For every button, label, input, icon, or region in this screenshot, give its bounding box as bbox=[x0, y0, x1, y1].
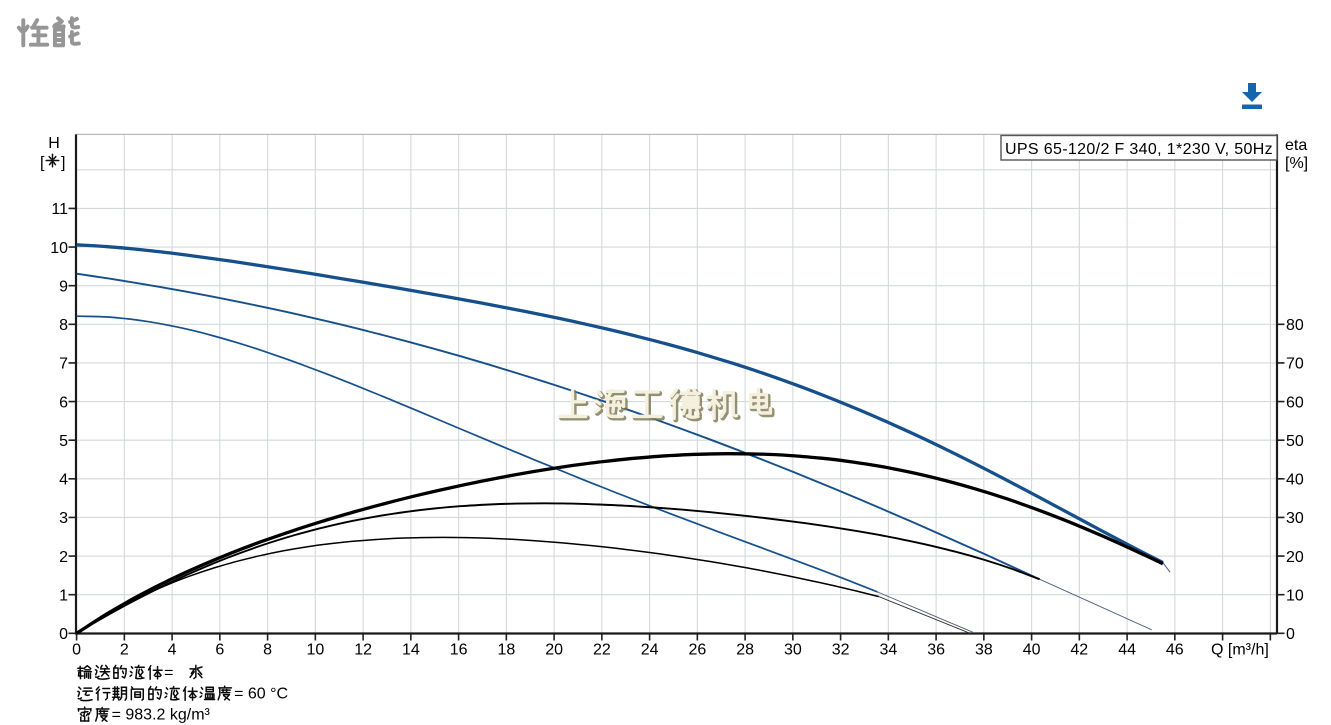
svg-text:80: 80 bbox=[1286, 317, 1304, 334]
svg-text:11: 11 bbox=[51, 201, 68, 218]
svg-text:2: 2 bbox=[120, 642, 129, 659]
svg-text:3: 3 bbox=[59, 510, 68, 527]
svg-text:18: 18 bbox=[498, 642, 516, 659]
svg-text:4: 4 bbox=[168, 642, 177, 659]
svg-text:0: 0 bbox=[1286, 626, 1295, 643]
svg-text:1: 1 bbox=[59, 587, 68, 604]
svg-text:26: 26 bbox=[689, 642, 707, 659]
svg-text:40: 40 bbox=[1286, 472, 1304, 489]
svg-text:12: 12 bbox=[354, 642, 372, 659]
svg-text:[: [ bbox=[40, 155, 45, 172]
svg-text:9: 9 bbox=[59, 278, 68, 295]
svg-text:38: 38 bbox=[975, 642, 993, 659]
svg-text:70: 70 bbox=[1286, 356, 1304, 373]
svg-text:44: 44 bbox=[1118, 642, 1136, 659]
svg-text:20: 20 bbox=[1286, 549, 1304, 566]
svg-text:46: 46 bbox=[1166, 642, 1184, 659]
svg-text:28: 28 bbox=[736, 642, 754, 659]
svg-text:0: 0 bbox=[72, 642, 81, 659]
svg-text:0: 0 bbox=[59, 626, 68, 643]
svg-text:4: 4 bbox=[59, 472, 68, 489]
svg-text:Q [m³/h]: Q [m³/h] bbox=[1211, 642, 1269, 659]
svg-text:= 983.2 kg/m³: = 983.2 kg/m³ bbox=[112, 707, 211, 724]
svg-text:10: 10 bbox=[307, 642, 325, 659]
svg-text:6: 6 bbox=[59, 394, 68, 411]
svg-text:30: 30 bbox=[784, 642, 802, 659]
svg-text:40: 40 bbox=[1023, 642, 1041, 659]
svg-text:7: 7 bbox=[59, 356, 68, 373]
svg-text:42: 42 bbox=[1070, 642, 1088, 659]
svg-text:5: 5 bbox=[59, 433, 68, 450]
svg-text:24: 24 bbox=[641, 642, 659, 659]
svg-text:]: ] bbox=[61, 155, 65, 172]
svg-text:20: 20 bbox=[545, 642, 563, 659]
svg-text:16: 16 bbox=[450, 642, 468, 659]
svg-text:[%]: [%] bbox=[1285, 155, 1308, 172]
svg-text:10: 10 bbox=[1286, 587, 1304, 604]
svg-text:22: 22 bbox=[593, 642, 611, 659]
svg-text:eta: eta bbox=[1285, 137, 1307, 154]
svg-text:H: H bbox=[48, 135, 60, 152]
svg-text:8: 8 bbox=[59, 317, 68, 334]
svg-text:50: 50 bbox=[1286, 433, 1304, 450]
svg-text:14: 14 bbox=[402, 642, 420, 659]
svg-text:30: 30 bbox=[1286, 510, 1304, 527]
svg-text:60: 60 bbox=[1286, 394, 1304, 411]
svg-text:36: 36 bbox=[927, 642, 945, 659]
svg-text:2: 2 bbox=[59, 549, 68, 566]
svg-text:8: 8 bbox=[263, 642, 272, 659]
svg-text:32: 32 bbox=[832, 642, 850, 659]
svg-text:6: 6 bbox=[215, 642, 224, 659]
svg-text:=: = bbox=[164, 664, 173, 681]
svg-text:= 60 °C: = 60 °C bbox=[234, 686, 288, 703]
svg-text:UPS 65-120/2 F 340, 1*230 V, 5: UPS 65-120/2 F 340, 1*230 V, 50Hz bbox=[1005, 141, 1273, 158]
svg-text:34: 34 bbox=[880, 642, 898, 659]
svg-text:10: 10 bbox=[50, 240, 68, 257]
